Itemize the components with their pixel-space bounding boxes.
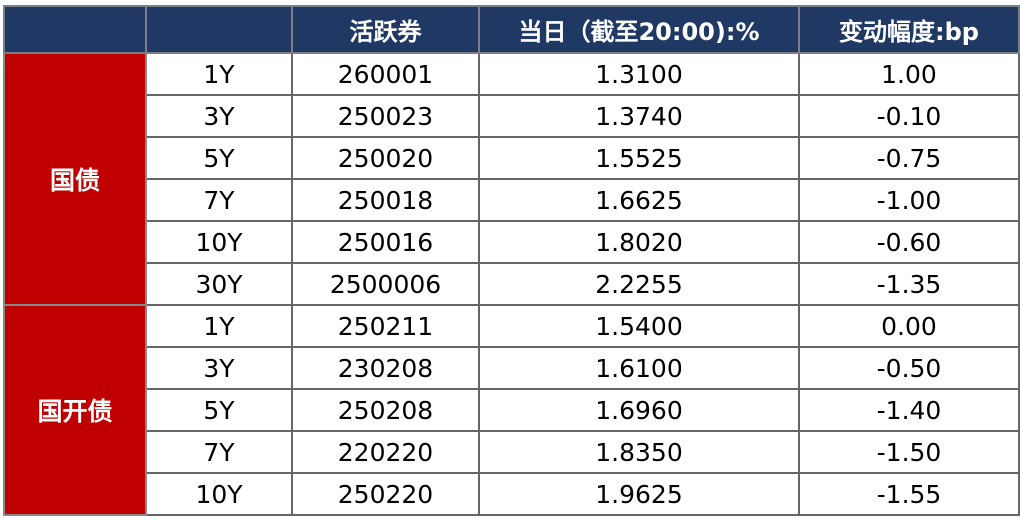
table-row: 7Y 220220 1.8350 -1.50 (4, 430, 1020, 474)
tenor-cell: 1Y (145, 304, 293, 348)
bond-code-cell: 250208 (291, 388, 480, 432)
table-row: 3Y 230208 1.6100 -0.50 (4, 346, 1020, 390)
table-row: 国开债 1Y 250211 1.5400 0.00 (3, 304, 1020, 516)
header-row: 活跃券 当日（截至20:00):% 变动幅度:bp (3, 5, 1020, 54)
table-row: 10Y 250016 1.8020 -0.60 (4, 220, 1020, 264)
yield-cell: 2.2255 (478, 262, 800, 306)
tenor-cell: 3Y (145, 346, 293, 390)
yield-cell: 1.5400 (478, 304, 800, 348)
change-cell: -1.50 (798, 430, 1020, 474)
table-row: 5Y 250208 1.6960 -1.40 (4, 388, 1020, 432)
header-group (3, 5, 147, 54)
change-cell: -1.00 (798, 178, 1020, 222)
yield-cell: 1.6100 (478, 346, 800, 390)
table-row: 7Y 250018 1.6625 -1.00 (4, 178, 1020, 222)
header-yield: 当日（截至20:00):% (478, 5, 800, 54)
table-row: 3Y 250023 1.3740 -0.10 (4, 94, 1020, 138)
change-cell: -0.10 (798, 94, 1020, 138)
header-active-bond: 活跃券 (291, 5, 480, 54)
yield-cell: 1.6960 (478, 388, 800, 432)
tenor-cell: 10Y (145, 472, 293, 516)
yield-cell: 1.8350 (478, 430, 800, 474)
bond-code-cell: 250016 (291, 220, 480, 264)
change-cell: 1.00 (798, 52, 1020, 96)
tenor-cell: 7Y (145, 178, 293, 222)
yield-cell: 1.8020 (478, 220, 800, 264)
bond-code-cell: 250211 (291, 304, 480, 348)
bond-code-cell: 250023 (291, 94, 480, 138)
change-cell: -1.35 (798, 262, 1020, 306)
yield-cell: 1.5525 (478, 136, 800, 180)
bond-code-cell: 220220 (291, 430, 480, 474)
table-row: 30Y 2500006 2.2255 -1.35 (4, 262, 1020, 306)
tenor-cell: 5Y (145, 136, 293, 180)
table-row: 国债 1Y 260001 1.3100 1.00 (3, 52, 1020, 306)
change-cell: -0.50 (798, 346, 1020, 390)
bond-code-cell: 230208 (291, 346, 480, 390)
bond-code-cell: 250020 (291, 136, 480, 180)
change-cell: -1.40 (798, 388, 1020, 432)
bond-code-cell: 250018 (291, 178, 480, 222)
table-row: 5Y 250020 1.5525 -0.75 (4, 136, 1020, 180)
tenor-cell: 7Y (145, 430, 293, 474)
change-cell: -0.75 (798, 136, 1020, 180)
tenor-cell: 1Y (145, 52, 293, 96)
bond-code-cell: 250220 (291, 472, 480, 516)
yield-cell: 1.6625 (478, 178, 800, 222)
table-row: 10Y 250220 1.9625 -1.55 (4, 472, 1020, 516)
change-cell: 0.00 (798, 304, 1020, 348)
group-label: 国债 (3, 52, 147, 306)
tenor-cell: 10Y (145, 220, 293, 264)
header-tenor (145, 5, 293, 54)
change-cell: -0.60 (798, 220, 1020, 264)
header-change: 变动幅度:bp (798, 5, 1020, 54)
yield-cell: 1.3740 (478, 94, 800, 138)
change-cell: -1.55 (798, 472, 1020, 516)
yield-cell: 1.9625 (478, 472, 800, 516)
tenor-cell: 3Y (145, 94, 293, 138)
tenor-cell: 5Y (145, 388, 293, 432)
bond-code-cell: 260001 (291, 52, 480, 96)
yield-table: 活跃券 当日（截至20:00):% 变动幅度:bp 国债 1Y 260001 1.3100… (3, 5, 1020, 516)
tenor-cell: 30Y (145, 262, 293, 306)
yield-cell: 1.3100 (478, 52, 800, 96)
bond-code-cell: 2500006 (291, 262, 480, 306)
group-label: 国开债 (3, 304, 147, 516)
